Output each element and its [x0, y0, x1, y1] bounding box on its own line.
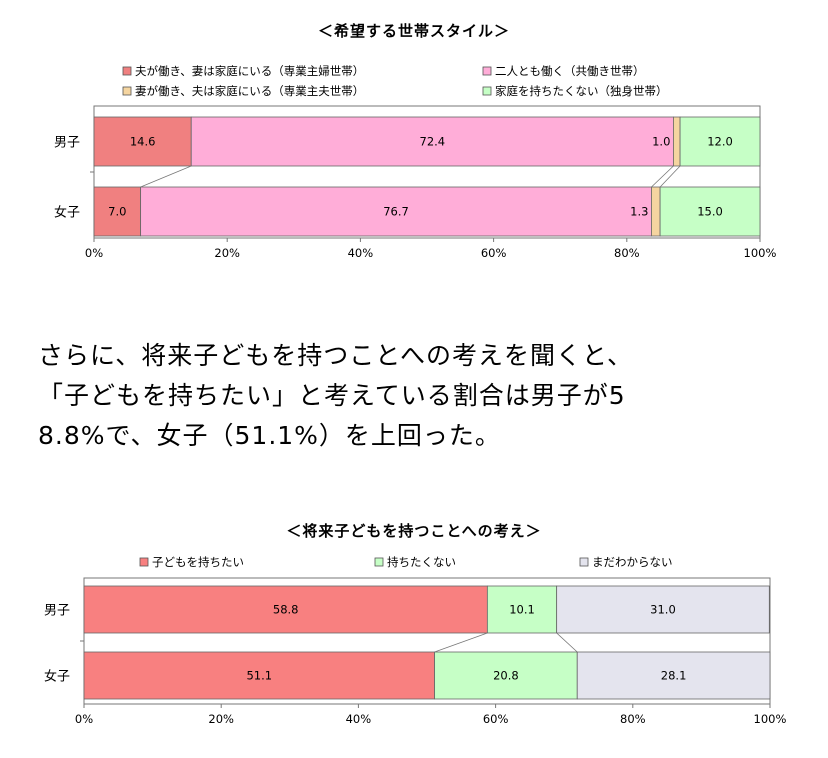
data-label: 15.0: [697, 205, 723, 219]
chart-household-style: ＜希望する世帯スタイル＞ 夫が働き、妻は家庭にいる（専業主婦世帯） 二人とも働く（…: [0, 0, 828, 290]
series-connector: [651, 165, 674, 188]
bar-segment: [673, 116, 681, 167]
bar-segment: [659, 186, 761, 237]
x-tick-label: 80%: [614, 246, 640, 260]
bar-segment: [434, 651, 578, 700]
x-tick-label: 100%: [754, 712, 787, 726]
category-label: 女子: [54, 205, 80, 221]
legend-label: 持ちたくない: [387, 555, 456, 569]
x-tick-label: 60%: [483, 712, 509, 726]
legend-label: 夫が働き、妻は家庭にいる（専業主婦世帯）: [135, 64, 364, 78]
paragraph-line: 「子どもを持ちたい」と考えている割合は男子が5: [38, 381, 626, 410]
bar-segment: [651, 186, 661, 237]
legend-swatch: [122, 66, 132, 76]
data-label: 72.4: [420, 135, 446, 149]
x-tick-label: 40%: [348, 246, 374, 260]
data-label: 76.7: [383, 205, 409, 219]
x-tick-label: 100%: [744, 246, 777, 260]
bar-segment: [679, 116, 761, 167]
bar-segment: [576, 651, 771, 700]
bar-segment: [486, 585, 558, 634]
x-tick-label: 0%: [85, 246, 103, 260]
legend-swatch: [122, 86, 132, 96]
x-tick-label: 0%: [75, 712, 93, 726]
legend-label: 妻が働き、夫は家庭にいる（専業主夫世帯）: [135, 84, 364, 98]
series-connector: [556, 632, 578, 653]
x-tick-label: 20%: [208, 712, 234, 726]
bar-segment: [190, 116, 674, 167]
series-connector: [659, 165, 681, 188]
data-label: 10.1: [509, 603, 535, 617]
legend-swatch: [139, 557, 149, 567]
data-label: 28.1: [661, 669, 687, 683]
legend-swatch: [482, 66, 492, 76]
body-paragraph: さらに、将来子どもを持つことへの考えを聞くと、 「子どもを持ちたい」と考えている…: [38, 336, 798, 456]
series-connector: [140, 165, 192, 188]
data-label: 1.3: [630, 205, 648, 219]
data-label: 12.0: [707, 135, 733, 149]
bar-segment: [556, 585, 770, 634]
data-label: 7.0: [108, 205, 126, 219]
x-tick-label: 80%: [620, 712, 646, 726]
legend-swatch: [482, 86, 492, 96]
legend-swatch: [374, 557, 384, 567]
category-label: 女子: [44, 669, 70, 685]
chart-children-intent: ＜将来子どもを持つことへの考え＞ 子どもを持ちたい 持ちたくない まだわからない男子…: [0, 500, 828, 758]
data-label: 20.8: [493, 669, 519, 683]
legend-label: 家庭を持ちたくない（独身世帯）: [495, 84, 668, 98]
category-label: 男子: [44, 604, 70, 619]
chart-title: ＜希望する世帯スタイル＞: [317, 22, 510, 40]
x-tick-label: 60%: [481, 246, 507, 260]
legend-swatch: [579, 557, 589, 567]
data-label: 51.1: [246, 669, 272, 683]
legend-label: 二人とも働く（共働き世帯）: [495, 64, 645, 78]
paragraph-line: 8.8%で、女子（51.1%）を上回った。: [38, 421, 501, 450]
chart-title: ＜将来子どもを持つことへの考え＞: [286, 522, 542, 540]
x-tick-label: 20%: [214, 246, 240, 260]
data-label: 14.6: [130, 135, 156, 149]
paragraph-line: さらに、将来子どもを持つことへの考えを聞くと、: [38, 341, 634, 370]
bar-segment: [83, 651, 435, 700]
data-label: 31.0: [650, 603, 676, 617]
legend-label: まだわからない: [592, 555, 673, 569]
category-label: 男子: [54, 136, 80, 151]
data-label: 1.0: [652, 135, 670, 149]
bar-segment: [93, 186, 142, 237]
bar-segment: [140, 186, 652, 237]
series-connector: [434, 632, 488, 653]
legend-label: 子どもを持ちたい: [152, 555, 244, 569]
data-label: 58.8: [273, 603, 299, 617]
bar-segment: [83, 585, 488, 634]
bar-segment: [93, 116, 192, 167]
chart-household-style-svg: 夫が働き、妻は家庭にいる（専業主婦世帯） 二人とも働く（共働き世帯） 妻が働き、夫は…: [54, 64, 777, 260]
x-tick-label: 40%: [346, 712, 372, 726]
